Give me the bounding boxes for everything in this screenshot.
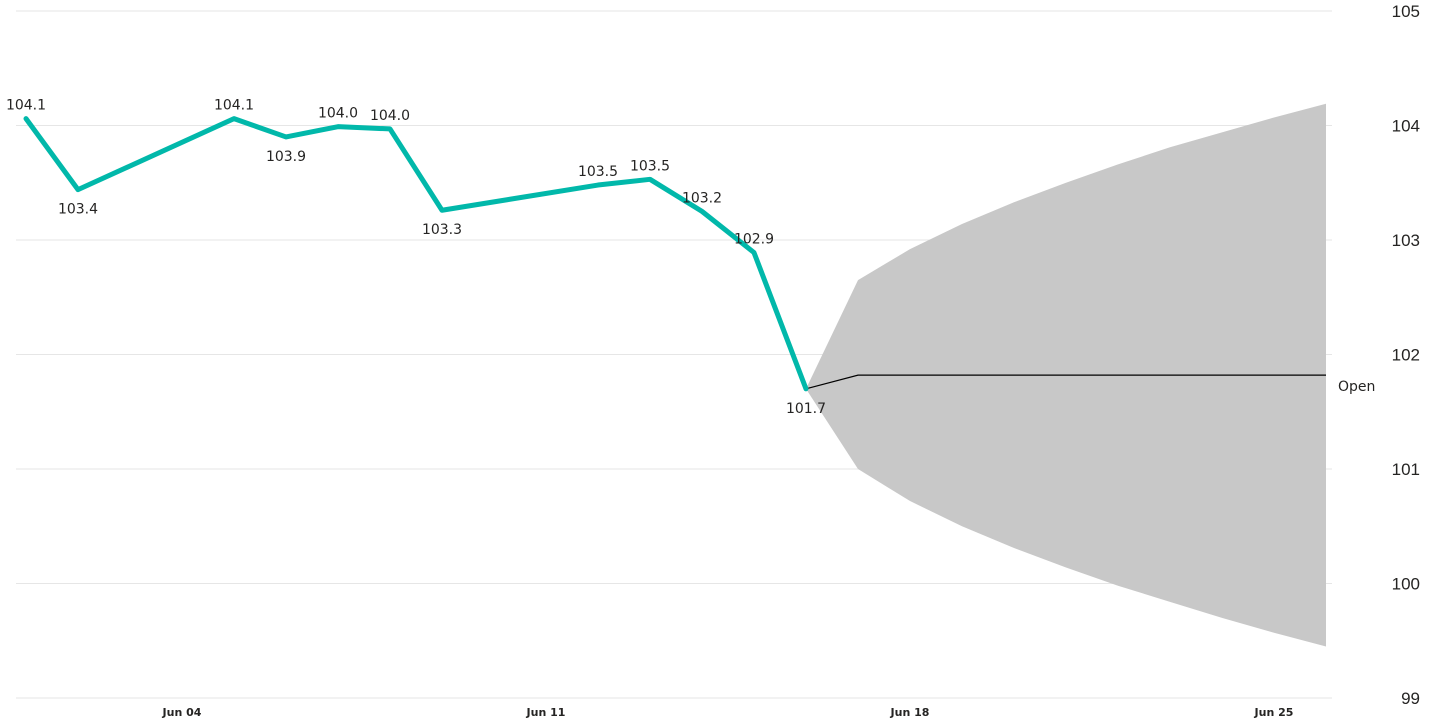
x-tick-label: Jun 11: [526, 706, 566, 719]
forecast-line: [805, 374, 1326, 390]
series-end-label: Open: [1338, 379, 1375, 395]
x-tick-label: Jun 25: [1254, 706, 1294, 719]
forecast-line-layer: [805, 374, 1326, 390]
data-label: 103.5: [630, 158, 670, 174]
data-label: 102.9: [734, 232, 774, 248]
x-axis: Jun 04 Jun 11 Jun 18 Jun 25: [162, 706, 1294, 719]
y-tick-label: 103: [1392, 231, 1420, 250]
gridlines: [16, 10, 1332, 699]
y-tick-label: 104: [1392, 117, 1420, 136]
x-tick-label: Jun 04: [162, 706, 202, 719]
data-label: 103.5: [578, 164, 618, 180]
y-tick-label: 102: [1392, 346, 1420, 365]
y-tick-label: 101: [1392, 460, 1420, 479]
data-label: 104.1: [6, 98, 46, 114]
data-label: 104.0: [318, 106, 358, 122]
data-label: 103.4: [58, 202, 98, 218]
y-tick-label: 100: [1392, 575, 1420, 594]
data-label: 104.1: [214, 98, 254, 114]
series-layer: [23, 116, 809, 392]
data-label: 103.2: [682, 190, 722, 206]
x-tick-label: Jun 18: [890, 706, 930, 719]
data-label: 101.7: [786, 401, 826, 417]
data-label: 104.0: [370, 108, 410, 124]
data-labels: 104.1 103.4 104.1 103.9 104.0 104.0 103.3 103.5…: [6, 98, 826, 417]
data-label: 103.3: [422, 222, 462, 238]
series-line-open: [23, 116, 809, 392]
y-axis: 99 100 101 102 103 104 105: [1392, 2, 1420, 708]
data-label: 103.9: [266, 149, 306, 165]
y-tick-label: 105: [1392, 2, 1420, 21]
y-tick-label: 99: [1401, 689, 1420, 708]
